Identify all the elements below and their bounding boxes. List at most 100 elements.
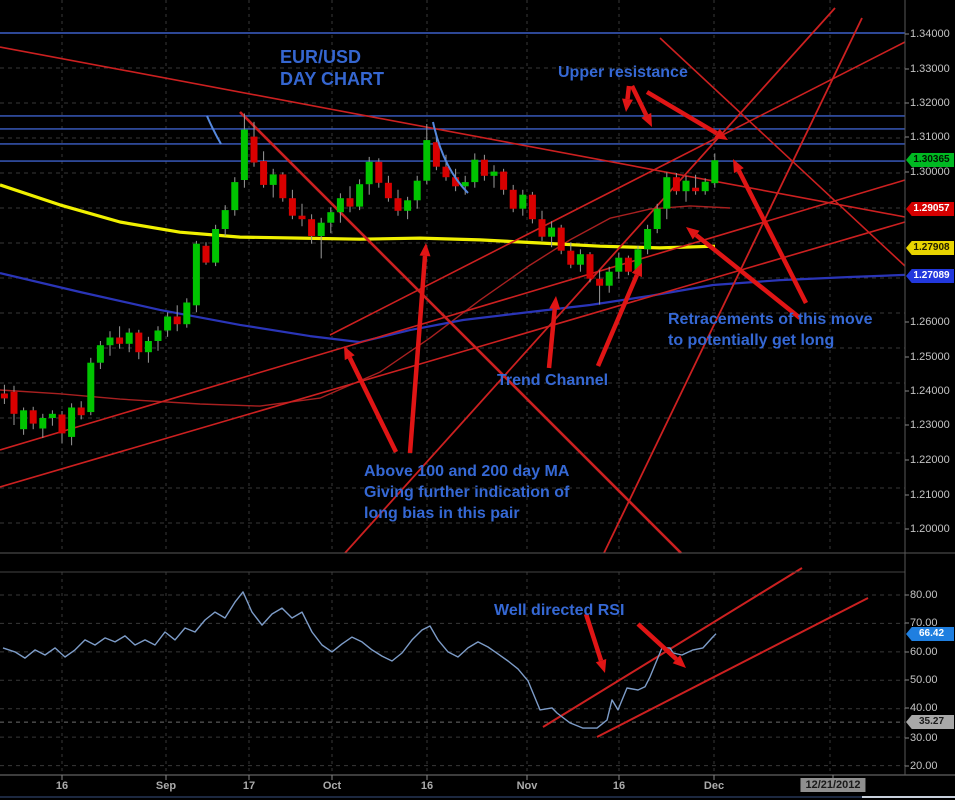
candle-down: [346, 198, 354, 207]
candle-up: [317, 222, 325, 236]
annotation-above-ma-line2: Giving further indication of: [364, 484, 570, 501]
candle-up: [634, 249, 642, 272]
annotation-upper-resistance: Upper resistance: [558, 64, 688, 81]
price-axis-label: 1.20000: [910, 523, 950, 535]
trendline-descending-right: [659, 37, 906, 267]
time-axis-label: Sep: [155, 780, 177, 792]
price-axis-label: 1.34000: [910, 28, 950, 40]
candle-down: [260, 161, 268, 185]
rsi-axis-label: 70.00: [910, 617, 938, 629]
rsi-channel-line: [596, 597, 869, 738]
candle-down: [692, 187, 700, 192]
trend-channel-arrow-1-head: [549, 296, 561, 310]
annotation-trend-channel: Trend Channel: [497, 372, 609, 389]
candle-down: [596, 278, 604, 286]
candle-up: [192, 243, 200, 306]
upper-resistance-arrow-1-shaft: [625, 85, 632, 100]
candle-up: [471, 159, 479, 183]
retracement-arrow-1-head: [733, 159, 744, 174]
time-axis-label: Oct: [322, 780, 342, 792]
annotation-above-ma: Above 100 and 200 day MA Giving further i…: [364, 461, 569, 524]
rsi-arrow-1-head: [595, 658, 607, 673]
annotation-well-directed-rsi: Well directed RSI: [494, 602, 625, 619]
candle-up: [711, 160, 719, 184]
candle-up: [413, 180, 421, 201]
retracement-arrow-2-shaft: [694, 233, 802, 320]
candle-up: [653, 208, 661, 229]
time-axis[interactable]: 12/21/2012 16 Sep 17 Oct 16 Nov 16 Dec: [0, 777, 955, 800]
candle-down: [567, 250, 575, 265]
date-cursor-tag: 12/21/2012: [800, 778, 866, 792]
annotation-above-ma-line1: Above 100 and 200 day MA: [364, 463, 570, 480]
candle-up: [48, 413, 56, 418]
candle-down: [586, 254, 594, 279]
last-price-tag: 1.30365: [906, 153, 954, 167]
rsi-line: [2, 591, 717, 729]
candle-down: [173, 316, 181, 325]
candle-down: [375, 161, 383, 183]
candle-up: [106, 337, 114, 346]
candle-up: [490, 171, 498, 176]
chart-title: EUR/USD DAY CHART: [280, 46, 384, 90]
candle-up: [212, 229, 220, 263]
rsi-low-tag: 35.27: [906, 715, 954, 729]
trendline-channel-upper: [0, 179, 906, 451]
candle-up: [231, 182, 239, 211]
rsi-axis-label: 80.00: [910, 589, 938, 601]
time-axis-label: Dec: [703, 780, 725, 792]
candle-up: [615, 257, 623, 272]
time-axis-label: 17: [242, 780, 256, 792]
trendline-rising-steep-2: [603, 17, 863, 554]
candle-down: [557, 227, 565, 251]
time-axis-label: 16: [420, 780, 434, 792]
rsi-arrow-1-shaft: [583, 613, 604, 662]
price-axis-label: 1.23000: [910, 419, 950, 431]
price-axis[interactable]: 1.34000 1.33000 1.32000 1.31000 1.30000 1.260…: [906, 0, 955, 775]
candle-down: [0, 393, 8, 399]
candle-up: [605, 271, 613, 286]
rsi-arrow-2-head: [672, 655, 686, 668]
rsi-axis-label: 40.00: [910, 702, 938, 714]
rsi-value-tag: 66.42: [906, 627, 954, 641]
upper-resistance-arrow-2-head: [641, 112, 652, 127]
ma100-tag: 1.27908: [906, 241, 954, 255]
rsi-axis-label: 20.00: [910, 760, 938, 772]
retracement-arrow-1-shaft: [736, 169, 809, 305]
candle-up: [327, 212, 335, 223]
candle-up: [240, 129, 248, 180]
upper-resistance-arrow-3-shaft: [645, 90, 718, 136]
candle-down: [29, 410, 37, 424]
candle-up: [144, 341, 152, 353]
blue-arc: [206, 115, 222, 145]
candle-down: [624, 257, 632, 272]
candle-down: [480, 159, 488, 176]
candle-down: [250, 136, 258, 163]
candle-up: [154, 330, 162, 341]
annotation-above-ma-line3: long bias in this pair: [364, 505, 520, 522]
ma-arrow-1-head: [344, 346, 355, 361]
candle-down: [538, 219, 546, 237]
candle-down: [279, 174, 287, 199]
ma-arrow-1-shaft: [347, 356, 399, 453]
candle-down: [452, 177, 460, 187]
trend-channel-arrow-1-shaft: [546, 308, 557, 369]
candle-up: [548, 227, 556, 237]
rsi-axis-label: 30.00: [910, 732, 938, 744]
rsi-axis-label: 60.00: [910, 646, 938, 658]
candle-down: [288, 198, 296, 216]
annotation-retracements-line1: Retracements of this move: [668, 311, 873, 328]
upper-resistance-arrow-2-shaft: [629, 85, 649, 117]
candle-down: [298, 215, 306, 220]
retracement-arrow-2-head: [686, 227, 700, 240]
trend-channel-arrow-2-head: [631, 263, 642, 278]
candle-down: [384, 182, 392, 199]
candle-down: [442, 166, 450, 178]
ma-red-line: [0, 205, 731, 407]
candle-up: [87, 362, 95, 413]
candle-down: [500, 171, 508, 190]
candle-up: [519, 194, 527, 209]
candle-down: [202, 245, 210, 263]
candle-up: [39, 418, 47, 429]
